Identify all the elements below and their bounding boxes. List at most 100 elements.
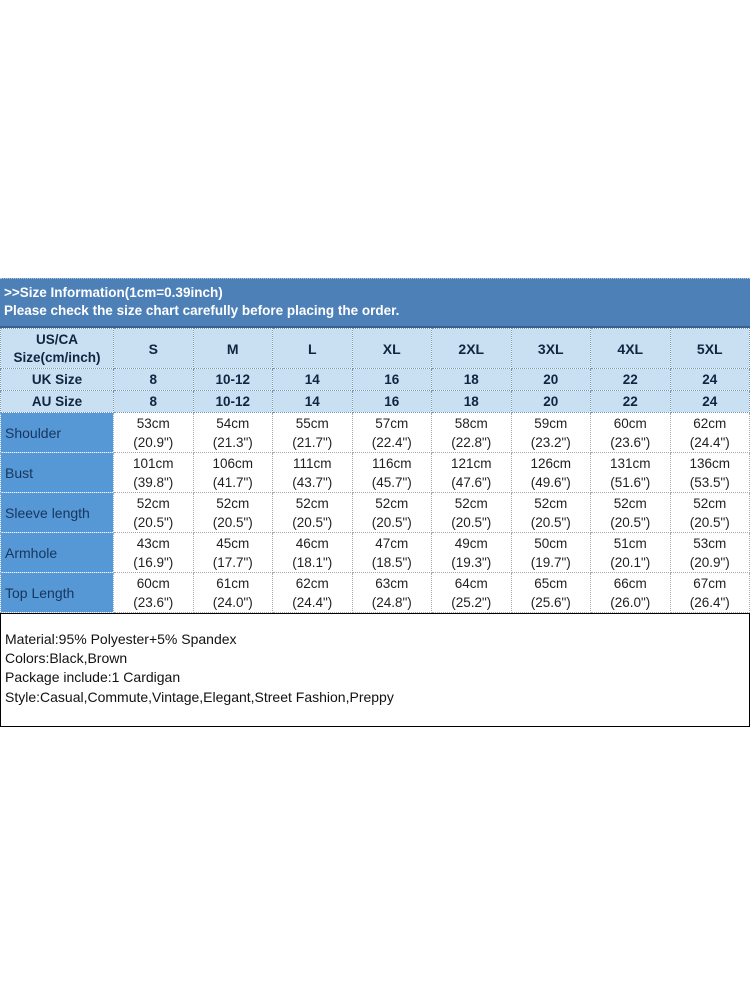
au-size-value-cell: 10-12 bbox=[192, 390, 273, 413]
value-cm: 62cm bbox=[295, 575, 329, 591]
measurement-value-cell: 121cm (47.6") bbox=[431, 452, 512, 493]
value-cm: 53cm bbox=[693, 535, 727, 551]
value-inch: (20.5") bbox=[133, 514, 174, 530]
product-detail-line: Material:95% Polyester+5% Spandex bbox=[5, 631, 237, 647]
au-size-value-cell: 20 bbox=[510, 390, 591, 413]
size-table-body: Shoulder 53cm (20.9") 54cm (21.3") 55cm (21.7"… bbox=[0, 412, 750, 613]
value-inch: (22.8") bbox=[451, 434, 492, 450]
measurement-row: Top Length 60cm (23.6") 61cm (24.0") 62cm (24.… bbox=[0, 572, 750, 613]
value-cm: 60cm bbox=[136, 575, 170, 591]
value-inch: (26.0") bbox=[610, 594, 651, 610]
value-cm: 131cm bbox=[609, 455, 651, 471]
au-size-value-cell: 14 bbox=[272, 390, 353, 413]
uk-size-value-cell: 8 bbox=[113, 368, 194, 391]
value-inch: (45.7") bbox=[371, 474, 412, 490]
value-inch: (24.4") bbox=[689, 434, 730, 450]
value-inch: (43.7") bbox=[292, 474, 333, 490]
measurement-value-cell: 47cm (18.5") bbox=[351, 532, 432, 573]
uk-size-value-cell: 16 bbox=[351, 368, 432, 391]
measurement-value-cell: 57cm (22.4") bbox=[351, 412, 432, 453]
value-inch: (53.5") bbox=[689, 474, 730, 490]
value-cm: 136cm bbox=[689, 455, 731, 471]
measurement-value-cell: 136cm (53.5") bbox=[669, 452, 750, 493]
product-detail-line: Package include:1 Cardigan bbox=[5, 669, 181, 686]
measurement-value-cell: 126cm (49.6") bbox=[510, 452, 591, 493]
value-inch: (20.5") bbox=[212, 514, 253, 530]
value-cm: 53cm bbox=[136, 415, 170, 431]
value-cm: 52cm bbox=[454, 495, 488, 511]
value-cm: 61cm bbox=[216, 575, 250, 591]
measurement-value-cell: 45cm (17.7") bbox=[192, 532, 273, 573]
measurement-value-cell: 50cm (19.7") bbox=[510, 532, 591, 573]
value-cm: 57cm bbox=[375, 415, 409, 431]
uk-size-value-cell: 18 bbox=[431, 368, 512, 391]
size-col-header: 2XL bbox=[431, 328, 512, 369]
au-size-value-cell: 22 bbox=[590, 390, 671, 413]
value-cm: 101cm bbox=[132, 455, 174, 471]
value-cm: 66cm bbox=[613, 575, 647, 591]
au-size-row: AU Size 8 10-12 14 16 18 20 22 24 bbox=[0, 390, 750, 413]
measurement-value-cell: 101cm (39.8") bbox=[113, 452, 194, 493]
value-inch: (16.9") bbox=[133, 554, 174, 570]
size-col-header: M bbox=[192, 328, 273, 369]
size-col-header: L bbox=[272, 328, 353, 369]
au-size-value-cell: 16 bbox=[351, 390, 432, 413]
value-inch: (20.9") bbox=[133, 434, 174, 450]
size-col-header: S bbox=[113, 328, 194, 369]
value-inch: (20.5") bbox=[530, 514, 571, 530]
measurement-value-cell: 52cm (20.5") bbox=[192, 492, 273, 533]
uk-size-value-cell: 24 bbox=[669, 368, 750, 391]
value-cm: 52cm bbox=[136, 495, 170, 511]
value-cm: 49cm bbox=[454, 535, 488, 551]
uk-size-value-cell: 22 bbox=[590, 368, 671, 391]
corner-header-line1: US/CA bbox=[35, 331, 78, 347]
value-cm: 52cm bbox=[613, 495, 647, 511]
measurement-value-cell: 52cm (20.5") bbox=[113, 492, 194, 533]
value-cm: 62cm bbox=[693, 415, 727, 431]
value-cm: 52cm bbox=[375, 495, 409, 511]
size-chart-content: >>Size Information(1cm=0.39inch) Please … bbox=[0, 278, 750, 727]
value-cm: 121cm bbox=[450, 455, 492, 471]
corner-header-cell: US/CA Size(cm/inch) bbox=[0, 328, 114, 369]
value-inch: (20.5") bbox=[451, 514, 492, 530]
value-inch: (20.9") bbox=[689, 554, 730, 570]
measurement-row: Bust 101cm (39.8") 106cm (41.7") 111cm (43.7")… bbox=[0, 452, 750, 493]
value-cm: 51cm bbox=[613, 535, 647, 551]
value-cm: 54cm bbox=[216, 415, 250, 431]
measurement-row: Shoulder 53cm (20.9") 54cm (21.3") 55cm (21.7"… bbox=[0, 412, 750, 453]
size-col-header: 3XL bbox=[510, 328, 591, 369]
value-inch: (17.7") bbox=[212, 554, 253, 570]
product-details-box: Material:95% Polyester+5% Spandex Colors:… bbox=[0, 613, 750, 727]
value-cm: 65cm bbox=[534, 575, 568, 591]
value-inch: (21.3") bbox=[212, 434, 253, 450]
size-table-header: US/CA Size(cm/inch) S M L XL 2XL 3XL 4XL 5XL UK Si… bbox=[0, 328, 750, 413]
measurement-value-cell: 131cm (51.6") bbox=[590, 452, 671, 493]
value-cm: 50cm bbox=[534, 535, 568, 551]
value-inch: (18.1") bbox=[292, 554, 333, 570]
au-size-label: AU Size bbox=[0, 390, 114, 413]
product-detail-line: Style:Casual,Commute,Vintage,Elegant,Str… bbox=[5, 688, 394, 705]
measurement-value-cell: 52cm (20.5") bbox=[272, 492, 353, 533]
measurement-value-cell: 43cm (16.9") bbox=[113, 532, 194, 573]
value-inch: (26.4") bbox=[689, 594, 730, 610]
value-cm: 126cm bbox=[530, 455, 572, 471]
value-inch: (25.6") bbox=[530, 594, 571, 610]
value-inch: (20.5") bbox=[371, 514, 412, 530]
measurement-value-cell: 65cm (25.6") bbox=[510, 572, 591, 613]
value-inch: (24.0") bbox=[212, 594, 253, 610]
uk-size-value-cell: 10-12 bbox=[192, 368, 273, 391]
value-inch: (19.3") bbox=[451, 554, 492, 570]
measurement-value-cell: 49cm (19.3") bbox=[431, 532, 512, 573]
measurement-value-cell: 64cm (25.2") bbox=[431, 572, 512, 613]
measurement-value-cell: 52cm (20.5") bbox=[669, 492, 750, 533]
value-cm: 52cm bbox=[216, 495, 250, 511]
value-inch: (23.6") bbox=[610, 434, 651, 450]
product-detail-line: Colors:Black,Brown bbox=[5, 650, 128, 667]
measurement-value-cell: 116cm (45.7") bbox=[351, 452, 432, 493]
value-cm: 43cm bbox=[136, 535, 170, 551]
value-inch: (25.2") bbox=[451, 594, 492, 610]
measurement-value-cell: 58cm (22.8") bbox=[431, 412, 512, 453]
value-inch: (19.7") bbox=[530, 554, 571, 570]
value-cm: 52cm bbox=[693, 495, 727, 511]
size-info-title: >>Size Information(1cm=0.39inch) bbox=[4, 285, 223, 300]
